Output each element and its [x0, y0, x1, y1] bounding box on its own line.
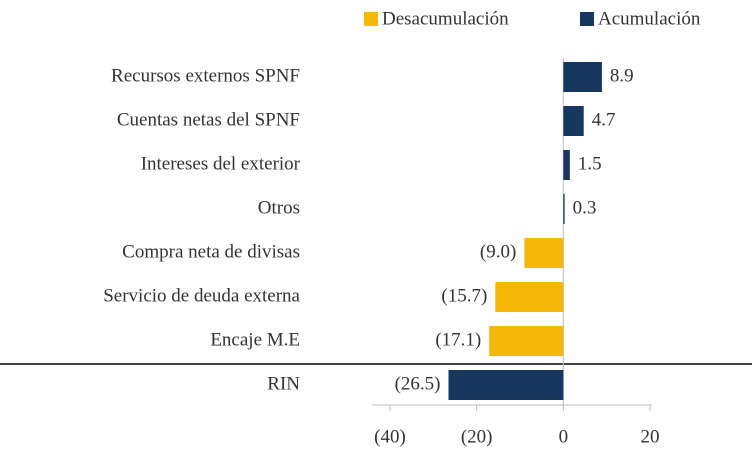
legend-label: Desacumulación: [382, 8, 509, 29]
category-label: Otros: [258, 197, 300, 218]
value-label: (26.5): [395, 373, 441, 394]
legend-swatch: [580, 12, 594, 26]
value-label: 8.9: [610, 65, 634, 86]
bar: [448, 370, 564, 400]
bar: [495, 282, 564, 312]
bar: [489, 326, 564, 356]
value-label: 1.5: [578, 153, 602, 174]
x-tick-label: (40): [374, 426, 406, 447]
category-label: Encaje M.E: [210, 329, 300, 350]
value-label: 4.7: [592, 109, 616, 130]
bar: [563, 150, 570, 180]
category-label: RIN: [267, 373, 300, 394]
category-label: Recursos externos SPNF: [111, 65, 300, 86]
x-tick-label: 20: [641, 426, 660, 447]
bar: [563, 62, 602, 92]
value-label: (15.7): [441, 285, 487, 306]
value-label: 0.3: [573, 197, 597, 218]
legend-swatch: [364, 12, 378, 26]
bar: [563, 106, 584, 136]
value-label: (17.1): [435, 329, 481, 350]
bar: [563, 194, 565, 224]
category-label: Servicio de deuda externa: [103, 285, 300, 306]
x-tick-label: (20): [461, 426, 493, 447]
x-tick-label: 0: [559, 426, 569, 447]
value-label: (9.0): [480, 241, 516, 262]
bar: [524, 238, 564, 268]
category-label: Compra neta de divisas: [122, 241, 300, 262]
category-label: Cuentas netas del SPNF: [117, 109, 300, 130]
category-label: Intereses del exterior: [141, 153, 301, 174]
legend-label: Acumulación: [598, 8, 701, 29]
